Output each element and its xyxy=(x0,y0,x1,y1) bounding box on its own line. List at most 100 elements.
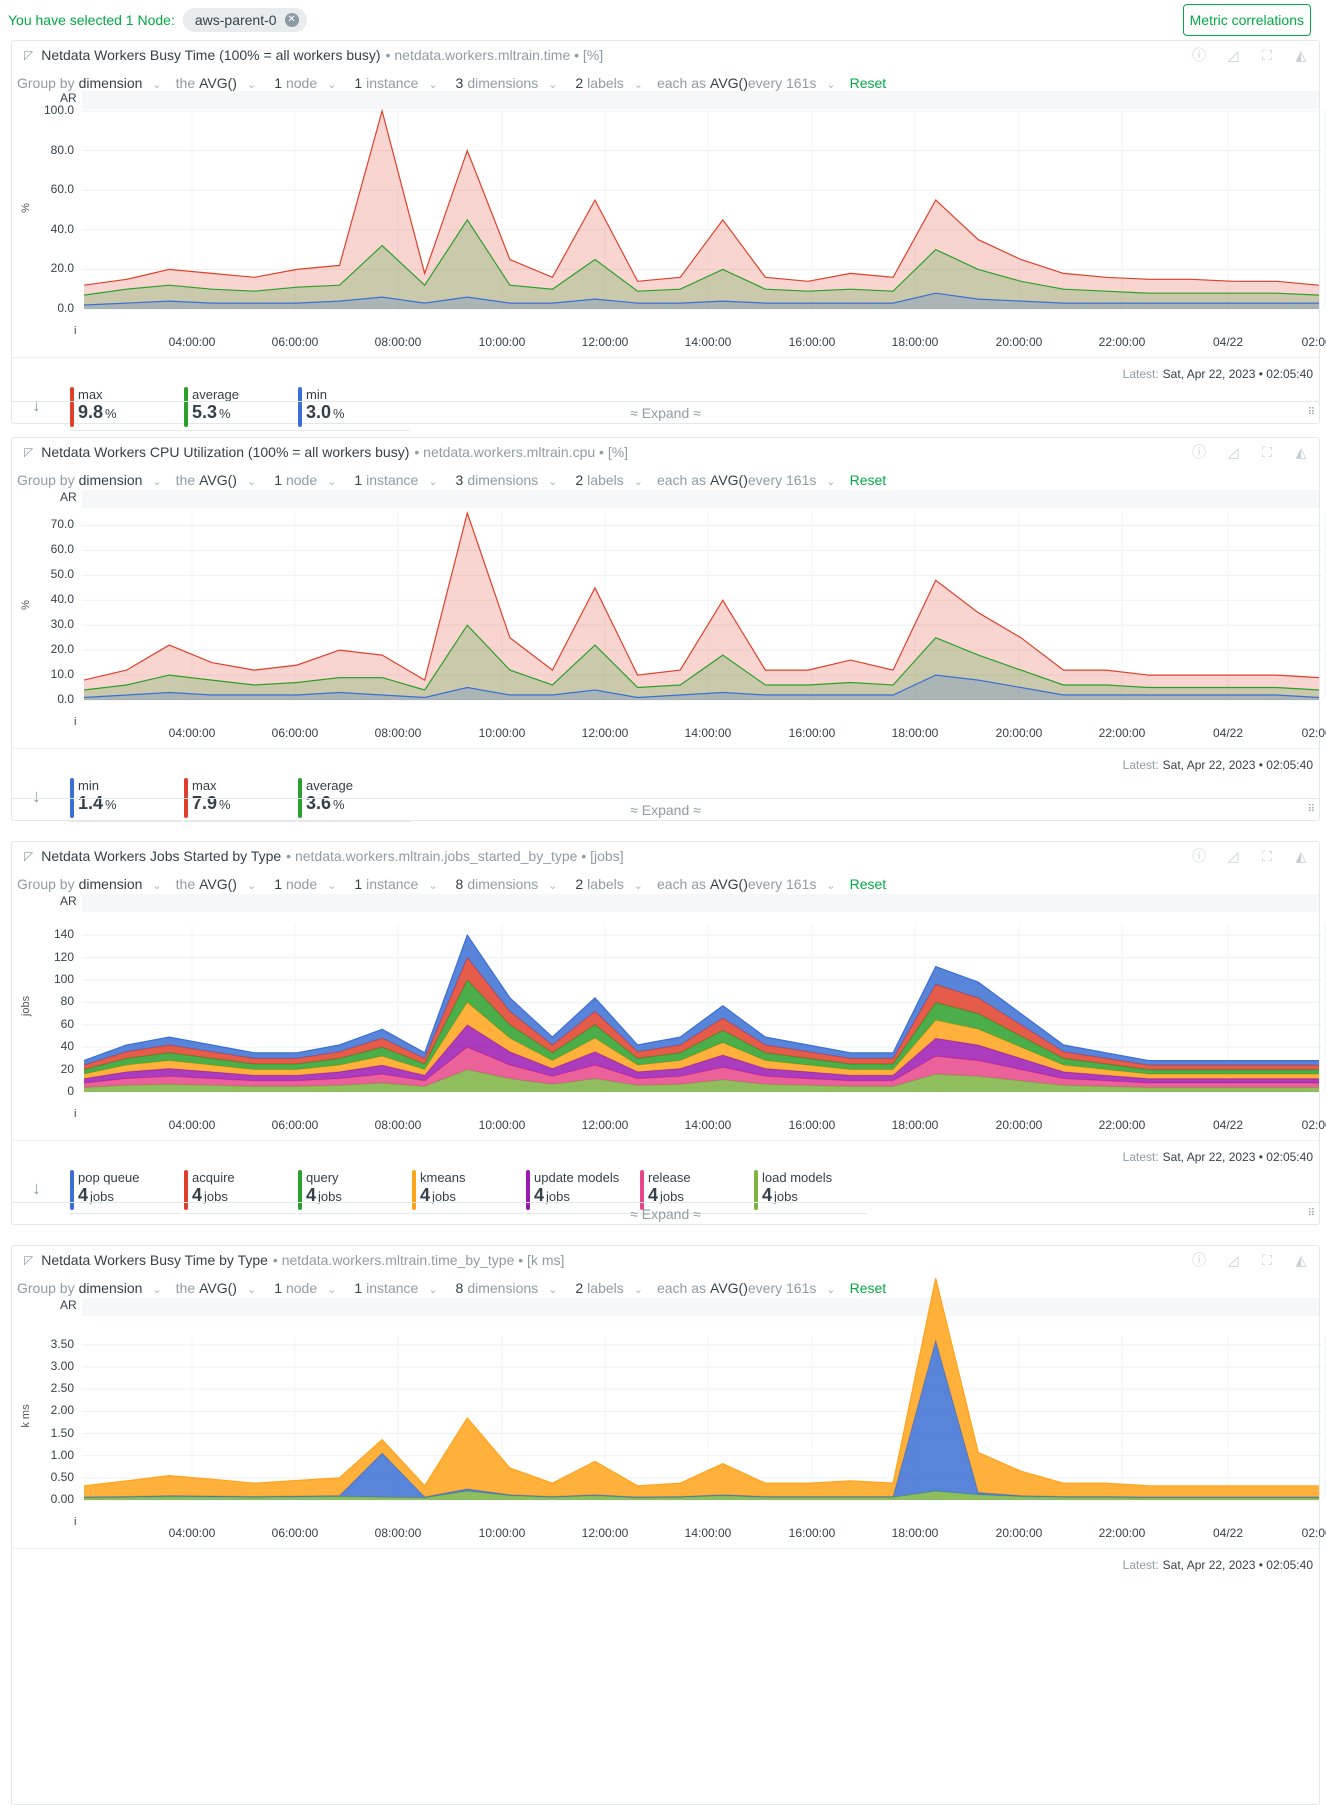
fullscreen-icon[interactable]: ⛶ xyxy=(1262,847,1272,864)
chart-type-icon[interactable]: ◿ xyxy=(1227,443,1239,460)
legend-item[interactable]: acquire 4 jobs xyxy=(184,1170,296,1214)
aggregation-select[interactable]: the AVG() ⌄ xyxy=(176,472,257,488)
y-tick-label: 2.00 xyxy=(50,1403,74,1418)
anomaly-rate-band[interactable] xyxy=(82,490,1319,508)
dimensions-select[interactable]: 8 dimensions ⌄ xyxy=(452,1280,558,1296)
reset-button[interactable]: Reset xyxy=(849,75,887,91)
anomaly-rate-band[interactable] xyxy=(82,894,1319,912)
metric-correlations-button[interactable]: Metric correlations xyxy=(1182,4,1311,36)
instances-select[interactable]: 1 instance ⌄ xyxy=(350,472,437,488)
labels-select[interactable]: 2 labels ⌄ xyxy=(571,1280,643,1296)
time-aggregation-select[interactable]: each as AVG()every 161s ⌄ xyxy=(657,1280,836,1296)
resize-handle-icon[interactable]: ⠿ xyxy=(1307,1208,1315,1219)
latest-label: Latest: xyxy=(1122,1558,1159,1572)
labels-select[interactable]: 2 labels ⌄ xyxy=(571,876,643,892)
reset-button[interactable]: Reset xyxy=(849,876,887,892)
info-icon[interactable]: ⓘ xyxy=(1192,444,1206,460)
group-by-select[interactable]: Group by dimension ⌄ xyxy=(17,75,162,91)
reset-button[interactable]: Reset xyxy=(849,1280,887,1296)
x-tick-label: 10:00:00 xyxy=(478,335,526,349)
alert-icon[interactable]: ◭ xyxy=(1295,443,1307,460)
expand-button[interactable]: ≈ Expand ≈ xyxy=(12,401,1319,423)
instances-select-text: instance xyxy=(366,75,419,91)
node-chip[interactable]: aws-parent-0 ✕ xyxy=(182,8,307,32)
instances-select[interactable]: 1 instance ⌄ xyxy=(350,75,437,91)
time-aggregation-select[interactable]: each as AVG()every 161s ⌄ xyxy=(657,876,836,892)
dimensions-select[interactable]: 8 dimensions ⌄ xyxy=(452,876,558,892)
chart-type-icon[interactable]: ◿ xyxy=(1227,46,1239,63)
legend-item[interactable]: max 9.8% xyxy=(70,387,182,431)
nodes-select[interactable]: 1 node ⌄ xyxy=(270,472,336,488)
resize-handle-icon[interactable]: ⠿ xyxy=(1307,407,1315,418)
alert-icon[interactable]: ◭ xyxy=(1295,847,1307,864)
group-by-select-text: Group by xyxy=(17,472,75,488)
time-aggregation-select[interactable]: each as AVG()every 161s ⌄ xyxy=(657,472,836,488)
labels-select[interactable]: 2 labels ⌄ xyxy=(571,472,643,488)
legend-item[interactable]: average 5.3% xyxy=(184,387,296,431)
labels-select[interactable]: 2 labels ⌄ xyxy=(571,75,643,91)
nodes-select[interactable]: 1 node ⌄ xyxy=(270,75,336,91)
alert-icon[interactable]: ◭ xyxy=(1295,46,1307,63)
legend-item[interactable]: release 4 jobs xyxy=(640,1170,752,1214)
dimensions-select[interactable]: 3 dimensions ⌄ xyxy=(452,75,558,91)
legend-item[interactable]: load models 4 jobs xyxy=(754,1170,866,1214)
anomaly-rate-band[interactable] xyxy=(82,91,1319,109)
time-aggregation-select[interactable]: each as AVG()every 161s ⌄ xyxy=(657,75,836,91)
sort-arrow-icon[interactable]: ↓ xyxy=(32,1178,41,1198)
aggregation-select[interactable]: the AVG() ⌄ xyxy=(176,75,257,91)
aggregation-select[interactable]: the AVG() ⌄ xyxy=(176,1280,257,1296)
group-by-select[interactable]: Group by dimension ⌄ xyxy=(17,472,162,488)
chart-title-bar: ◸ Netdata Workers Busy Time (100% = all w… xyxy=(24,41,1309,69)
alert-icon[interactable]: ◭ xyxy=(1295,1251,1307,1268)
instances-select[interactable]: 1 instance ⌄ xyxy=(350,1280,437,1296)
fullscreen-icon[interactable]: ⛶ xyxy=(1262,443,1272,460)
x-tick-label: 02:00:00 xyxy=(1301,335,1326,349)
anomaly-rate-band[interactable] xyxy=(82,1298,1319,1316)
reset-button[interactable]: Reset xyxy=(849,472,887,488)
chart-context: • netdata.workers.mltrain.time • [%] xyxy=(385,47,604,63)
y-tick-label: 140 xyxy=(53,927,74,942)
fullscreen-icon[interactable]: ⛶ xyxy=(1262,46,1272,63)
chart-title-bar: ◸ Netdata Workers Jobs Started by Type • n… xyxy=(24,842,1309,870)
legend-color-bar xyxy=(298,387,302,427)
instances-select[interactable]: 1 instance ⌄ xyxy=(350,876,437,892)
info-icon[interactable]: ⓘ xyxy=(1192,1252,1206,1268)
x-tick-label: 04/22 xyxy=(1212,1118,1244,1132)
info-mark: i xyxy=(74,1108,77,1120)
time-aggregation-select-text: every 161s xyxy=(747,75,817,91)
expand-button[interactable]: ≈ Expand ≈ xyxy=(12,1202,1319,1224)
legend-item[interactable]: min 3.0% xyxy=(298,387,410,431)
group-by-select[interactable]: Group by dimension ⌄ xyxy=(17,876,162,892)
chevron-down-icon: ⌄ xyxy=(152,476,162,488)
ar-label: AR xyxy=(60,1298,77,1312)
resize-handle-icon[interactable]: ⠿ xyxy=(1307,804,1315,815)
nodes-select-text: 1 xyxy=(274,876,282,892)
sort-arrow-icon[interactable]: ↓ xyxy=(32,395,41,415)
chart-plot[interactable] xyxy=(82,505,1326,712)
nodes-select[interactable]: 1 node ⌄ xyxy=(270,876,336,892)
info-icon[interactable]: ⓘ xyxy=(1192,47,1206,63)
chart-controls: Group by dimension ⌄ the AVG() ⌄ 1 node ⌄ 1 instan… xyxy=(17,468,886,492)
ar-label: AR xyxy=(60,490,77,504)
legend-item[interactable]: update models 4 jobs xyxy=(526,1170,638,1214)
sort-arrow-icon[interactable]: ↓ xyxy=(32,786,41,806)
aggregation-select[interactable]: the AVG() ⌄ xyxy=(176,876,257,892)
chart-type-icon[interactable]: ◿ xyxy=(1227,1251,1239,1268)
close-icon[interactable]: ✕ xyxy=(284,13,299,27)
fullscreen-icon[interactable]: ⛶ xyxy=(1262,1251,1272,1268)
nodes-select-text: node xyxy=(285,1280,318,1296)
chart-plot[interactable] xyxy=(82,103,1326,321)
legend-item[interactable]: query 4 jobs xyxy=(298,1170,410,1214)
legend-item[interactable]: pop queue 4 jobs xyxy=(70,1170,182,1214)
expand-button[interactable]: ≈ Expand ≈ xyxy=(12,798,1319,820)
legend-item[interactable]: kmeans 4 jobs xyxy=(412,1170,524,1214)
latest-value: Sat, Apr 22, 2023 • 02:05:40 xyxy=(1162,1558,1313,1572)
dimensions-select[interactable]: 3 dimensions ⌄ xyxy=(452,472,558,488)
chart-plot[interactable] xyxy=(82,1278,1326,1512)
info-icon[interactable]: ⓘ xyxy=(1192,848,1206,864)
chart-plot[interactable] xyxy=(82,916,1326,1104)
chart-type-icon[interactable]: ◿ xyxy=(1227,847,1239,864)
group-by-select[interactable]: Group by dimension ⌄ xyxy=(17,1280,162,1296)
x-tick-label: 10:00:00 xyxy=(478,726,526,740)
nodes-select[interactable]: 1 node ⌄ xyxy=(270,1280,336,1296)
